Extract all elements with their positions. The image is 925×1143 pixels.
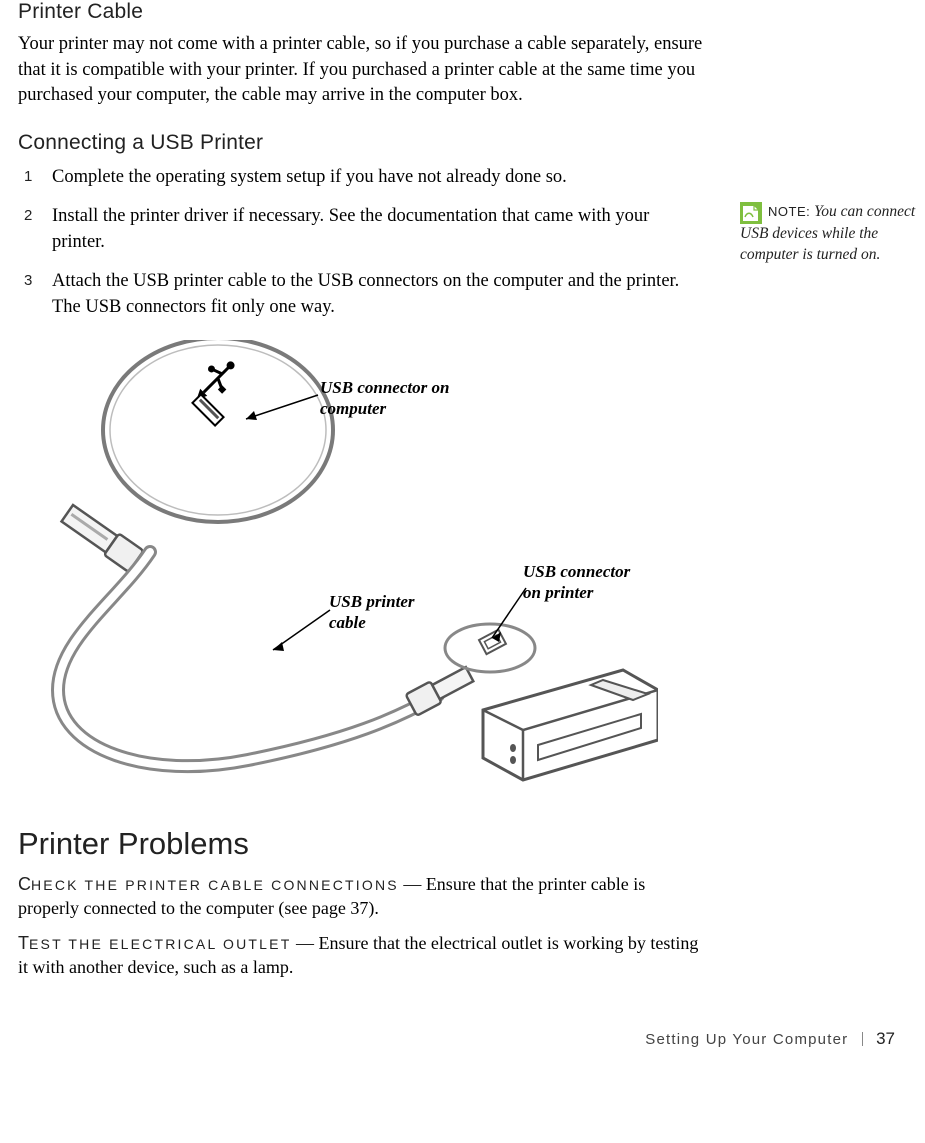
trouble-lead-text: HECK THE PRINTER CABLE CONNECTIONS: [31, 877, 399, 893]
trouble-dash: —: [291, 933, 318, 953]
footer-separator: [862, 1032, 863, 1046]
callout-line: USB connector: [523, 562, 630, 581]
note-label: NOTE:: [768, 204, 810, 219]
note-text: NOTE: You can connect USB devices while …: [740, 203, 915, 263]
heading-printer-problems: Printer Problems: [18, 826, 706, 862]
note-icon: [740, 202, 762, 224]
note-body: You can connect USB devices while the co…: [740, 203, 915, 263]
heading-connecting-usb: Connecting a USB Printer: [18, 131, 706, 155]
trouble-dash: —: [399, 874, 426, 894]
step-2: Install the printer driver if necessary.…: [18, 204, 706, 255]
callout-line: on printer: [523, 583, 593, 602]
trouble-lead-text: EST THE ELECTRICAL OUTLET: [29, 936, 291, 952]
heading-printer-cable: Printer Cable: [18, 0, 706, 24]
para-printer-cable: Your printer may not come with a printer…: [18, 32, 706, 109]
callout-usb-connector-printer: USB connector on printer: [523, 562, 630, 603]
footer-page-number: 37: [876, 1029, 895, 1048]
callout-usb-connector-computer: USB connector on computer: [320, 378, 449, 419]
figure-usb-diagram: USB connector on computer USB printer ca…: [18, 340, 658, 800]
page-footer: Setting Up Your Computer 37: [18, 1019, 895, 1049]
callout-line: computer: [320, 399, 386, 418]
step-1: Complete the operating system setup if y…: [18, 165, 706, 191]
callout-line: cable: [329, 613, 366, 632]
steps-list: Complete the operating system setup if y…: [18, 165, 706, 321]
trouble-item-2: TEST THE ELECTRICAL OUTLET — Ensure that…: [18, 931, 706, 980]
footer-chapter: Setting Up Your Computer: [645, 1031, 848, 1048]
trouble-item-1: CHECK THE PRINTER CABLE CONNECTIONS — En…: [18, 872, 706, 921]
callout-line: USB printer: [329, 592, 415, 611]
trouble-first-letter: C: [18, 874, 31, 894]
trouble-first-letter: T: [18, 933, 29, 953]
step-3: Attach the USB printer cable to the USB …: [18, 269, 706, 320]
callout-usb-printer-cable: USB printer cable: [329, 592, 415, 633]
callout-line: USB connector on: [320, 378, 449, 397]
page: Printer Cable Your printer may not come …: [0, 0, 925, 1079]
margin-note: NOTE: You can connect USB devices while …: [740, 202, 918, 266]
footer-content: Setting Up Your Computer 37: [645, 1029, 895, 1049]
main-column: Printer Cable Your printer may not come …: [18, 0, 706, 979]
